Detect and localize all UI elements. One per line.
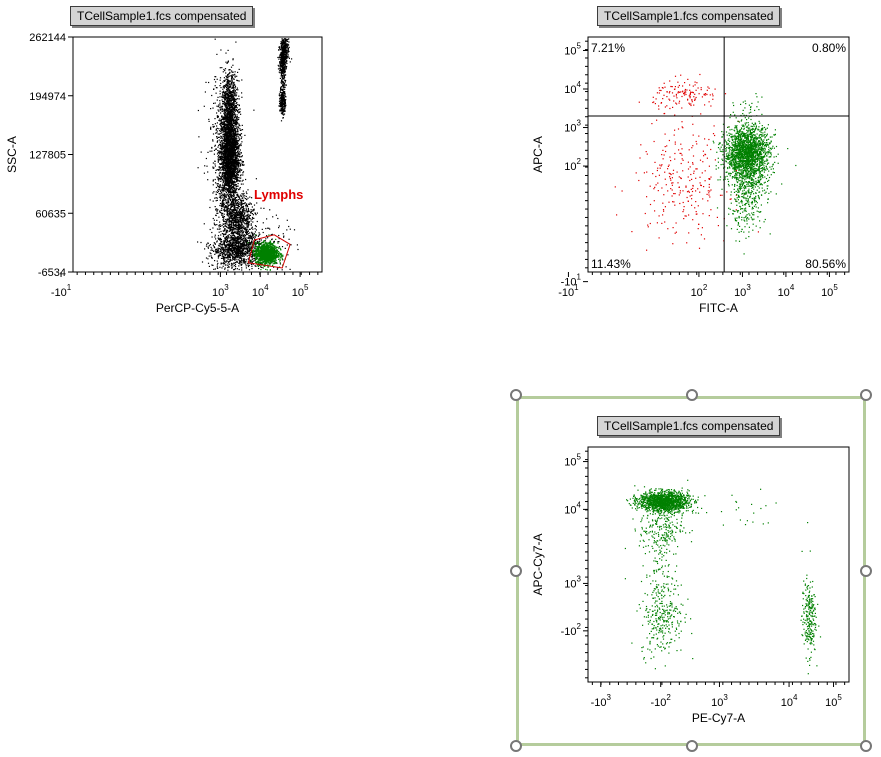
y-tick-label: -6534 bbox=[38, 267, 66, 279]
x-tick-label: 105 bbox=[821, 283, 838, 299]
y-tick-label: 105 bbox=[564, 41, 581, 57]
resize-handle-sw[interactable] bbox=[510, 740, 522, 752]
population-green bbox=[800, 550, 822, 675]
population-red bbox=[638, 73, 727, 117]
plot-apccy7-vs-pecy7[interactable]: -103 -102 103 104 105-102103104105PE-Cy7-AAP… bbox=[531, 446, 850, 725]
population-green bbox=[729, 93, 763, 119]
y-tick-label: 102 bbox=[564, 157, 581, 173]
resize-handle-w[interactable] bbox=[510, 565, 522, 577]
plot-frame bbox=[587, 36, 850, 273]
plot-title[interactable]: TCellSample1.fcs compensated bbox=[597, 416, 781, 436]
x-tick-label: 103 bbox=[212, 283, 229, 299]
population-green bbox=[686, 488, 809, 526]
x-axis-label: PerCP-Cy5-5-A bbox=[156, 301, 239, 315]
resize-handle-se[interactable] bbox=[860, 740, 872, 752]
x-axis-label: PE-Cy7-A bbox=[692, 711, 745, 725]
resize-handle-nw[interactable] bbox=[510, 389, 522, 401]
plot-frame bbox=[72, 36, 323, 273]
y-tick-label: 104 bbox=[564, 80, 581, 96]
x-tick-label: -102 bbox=[651, 693, 672, 709]
x-tick-label: -101 bbox=[51, 283, 72, 299]
resize-handle-ne[interactable] bbox=[860, 389, 872, 401]
y-axis-label: APC-A bbox=[531, 136, 545, 173]
population-black bbox=[197, 38, 257, 271]
x-tick-label: 104 bbox=[778, 283, 795, 299]
x-axis-label: FITC-A bbox=[699, 301, 738, 315]
y-axis-label: APC-Cy7-A bbox=[531, 533, 545, 595]
population-green bbox=[716, 109, 783, 255]
plot-ssc-vs-percp[interactable]: Lymphs -101 103 104 105 262144 194974 127805 606… bbox=[5, 32, 323, 315]
quadrant-label-lr: 80.56% bbox=[805, 257, 846, 271]
y-tick-label: 262144 bbox=[29, 32, 66, 44]
y-tick-label: 103 bbox=[564, 119, 581, 135]
plot-title[interactable]: TCellSample1.fcs compensated bbox=[70, 6, 254, 26]
resize-handle-n[interactable] bbox=[686, 389, 698, 401]
y-tick-label: -101 bbox=[561, 273, 582, 289]
population-green bbox=[626, 479, 706, 517]
plot-title[interactable]: TCellSample1.fcs compensated bbox=[597, 6, 781, 26]
population-green bbox=[624, 571, 694, 670]
resize-handle-s[interactable] bbox=[686, 740, 698, 752]
y-tick-label: 127805 bbox=[29, 150, 66, 162]
population-green bbox=[642, 515, 682, 636]
population-red bbox=[614, 86, 759, 251]
y-tick-label: 60635 bbox=[35, 208, 66, 220]
quadrant-label-ll: 11.43% bbox=[591, 257, 631, 271]
x-tick-label: -101 bbox=[558, 283, 579, 299]
quadrant-label-ur: 0.80% bbox=[812, 41, 846, 55]
resize-handle-e[interactable] bbox=[860, 565, 872, 577]
y-tick-label: -102 bbox=[561, 622, 582, 638]
y-axis-label: SSC-A bbox=[5, 136, 19, 173]
population-green bbox=[624, 495, 693, 563]
x-tick-label: 105 bbox=[292, 283, 309, 299]
x-tick-label: 103 bbox=[734, 283, 751, 299]
event-dots bbox=[197, 38, 299, 271]
gate-lymphs bbox=[247, 234, 291, 269]
population-black bbox=[279, 38, 293, 68]
population-black bbox=[217, 49, 244, 153]
selection-frame[interactable] bbox=[516, 396, 866, 746]
event-dots bbox=[614, 73, 797, 255]
quadrant-label-ul: 7.21% bbox=[591, 41, 625, 55]
x-tick-label: 102 bbox=[691, 283, 708, 299]
y-tick-label: 194974 bbox=[29, 91, 66, 103]
x-tick-label: -103 bbox=[591, 693, 612, 709]
population-black bbox=[278, 80, 287, 122]
x-tick-label: 104 bbox=[252, 283, 269, 299]
event-dots bbox=[624, 479, 822, 675]
plot-apc-vs-fitc[interactable]: 7.21% 0.80% 11.43% 80.56% -101 102 103 104 105 -1… bbox=[531, 36, 850, 315]
population-green bbox=[247, 234, 286, 271]
gate-label-lymphs: Lymphs bbox=[254, 187, 303, 202]
